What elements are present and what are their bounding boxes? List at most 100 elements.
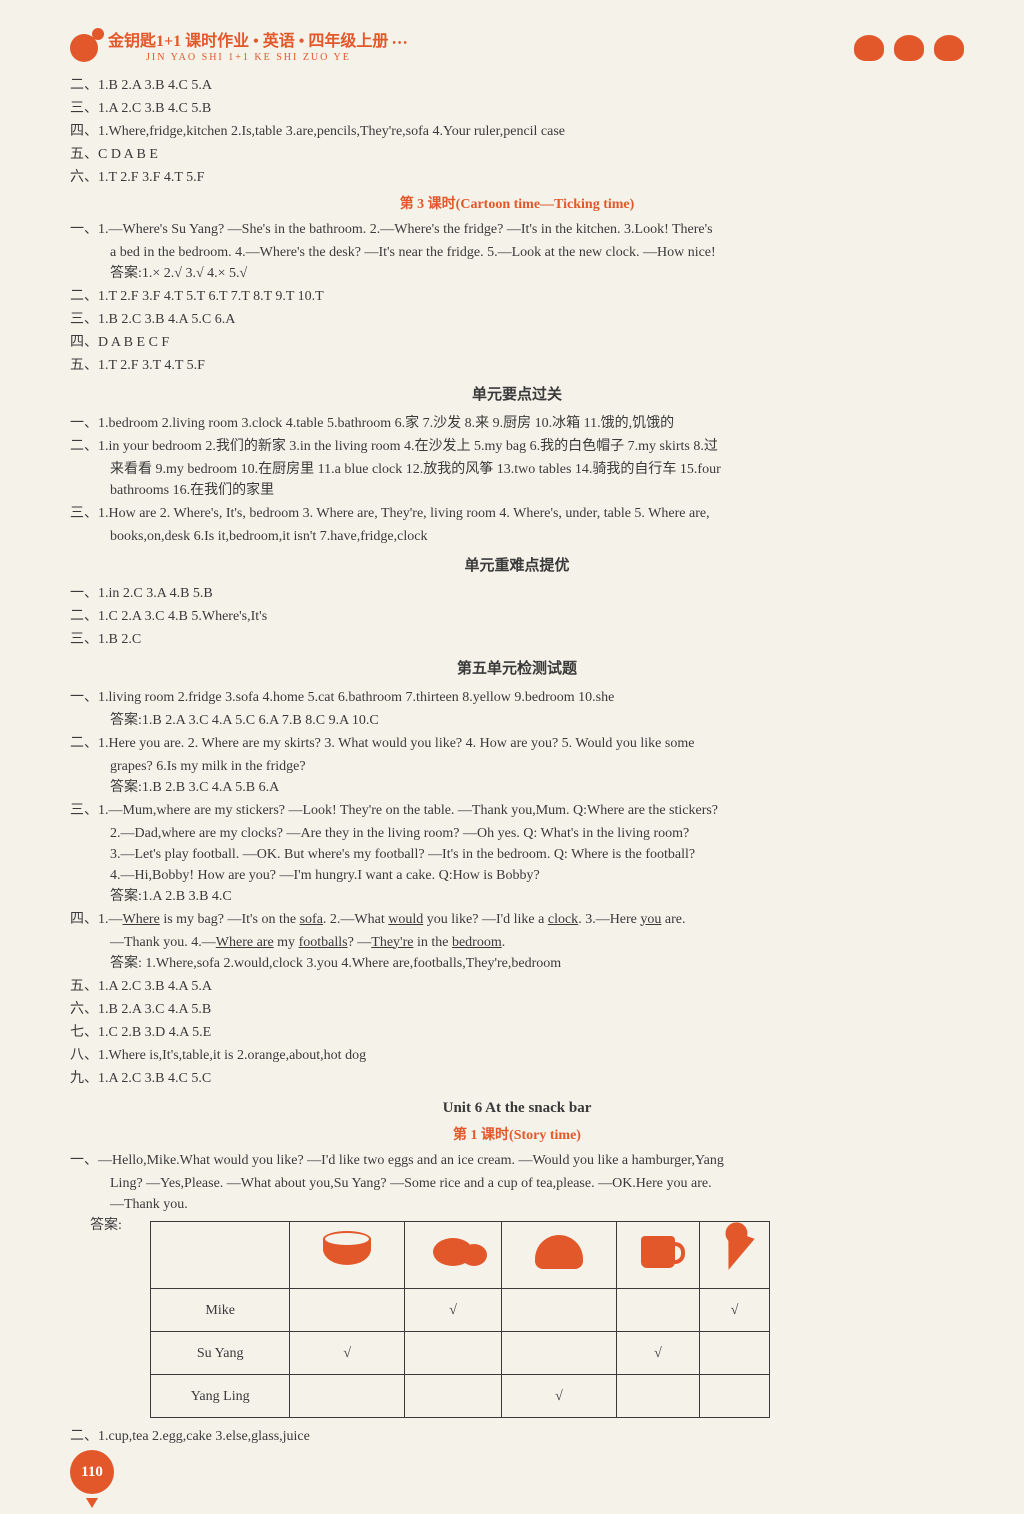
answer-line: 三、1.—Mum,where are my stickers? —Look! T… [70, 800, 964, 821]
underlined-word: would [388, 912, 423, 927]
answer-line: 一、—Hello,Mike.What would you like? —I'd … [70, 1150, 964, 1171]
table-cell: √ [700, 1289, 770, 1332]
page-number: 110 [81, 1461, 103, 1484]
table-cell-blank [151, 1222, 290, 1289]
answer-line: 二、1.in your bedroom 2.我们的新家 3.in the liv… [70, 436, 964, 457]
underlined-word: Where are [216, 935, 274, 950]
lesson-title: 第 1 课时(Story time) [70, 1125, 964, 1146]
eggs-icon [433, 1238, 473, 1266]
answer-line: 一、1.—Where's Su Yang? —She's in the bath… [70, 219, 964, 240]
header-characters [854, 35, 964, 61]
answer-label: 答案: [70, 1215, 150, 1236]
lesson-title: 第 3 课时(Cartoon time—Ticking time) [70, 194, 964, 215]
answer-line-cont: 答案:1.B 2.B 3.C 4.A 5.B 6.A [70, 777, 964, 798]
burger-icon [535, 1235, 583, 1269]
table-cell [290, 1289, 405, 1332]
answer-line: 三、1.B 2.C 3.B 4.A 5.C 6.A [70, 309, 964, 330]
section-title: 单元重难点提优 [70, 555, 964, 578]
dots-icon: ••• [392, 36, 409, 51]
answer-line-cont: —Thank you. 4.—Where are my footballs? —… [70, 932, 964, 953]
table-cell-name: Su Yang [151, 1332, 290, 1375]
underlined-word: bedroom [452, 935, 502, 950]
answer-line-cont: bathrooms 16.在我们的家里 [70, 480, 964, 501]
answer-line: 六、1.T 2.F 3.F 4.T 5.F [70, 167, 964, 188]
answer-line: 五、1.A 2.C 3.B 4.A 5.A [70, 976, 964, 997]
answer-line: 一、1.bedroom 2.living room 3.clock 4.tabl… [70, 413, 964, 434]
bowl-icon [323, 1239, 371, 1265]
text: ? — [348, 935, 372, 950]
underlined-word: Where [123, 912, 160, 927]
answer-line: 二、1.T 2.F 3.F 4.T 5.T 6.T 7.T 8.T 9.T 10… [70, 286, 964, 307]
answer-line-cont: a bed in the bedroom. 4.—Where's the des… [70, 242, 964, 263]
food-table: Mike √ √ Su Yang √ √ Yang Ling [150, 1221, 770, 1418]
answer-line: 三、1.A 2.C 3.B 4.C 5.B [70, 98, 964, 119]
answer-line: 四、1.Where,fridge,kitchen 2.Is,table 3.ar… [70, 121, 964, 142]
page-header: 金钥匙1+1 课时作业 • 英语 • 四年级上册 ••• JIN YAO SHI… [70, 30, 964, 65]
table-cell-image [502, 1222, 617, 1289]
table-cell: √ [502, 1375, 617, 1418]
table-cell [700, 1375, 770, 1418]
text: 四、1.— [70, 912, 123, 927]
answer-line-cont: 来看看 9.my bedroom 10.在厨房里 11.a blue clock… [70, 459, 964, 480]
table-cell [502, 1289, 617, 1332]
section-title: 第五单元检测试题 [70, 658, 964, 681]
table-cell: √ [290, 1332, 405, 1375]
cup-icon [641, 1236, 675, 1268]
table-cell: √ [616, 1332, 699, 1375]
answer-line: 七、1.C 2.B 3.D 4.A 5.E [70, 1022, 964, 1043]
table-cell [290, 1375, 405, 1418]
balloon-icon: 110 [70, 1450, 114, 1494]
character-icon [854, 35, 884, 61]
answer-line-cont: —Thank you. [70, 1194, 964, 1215]
underlined-word: you [640, 912, 661, 927]
table-row [151, 1222, 770, 1289]
table-cell [700, 1332, 770, 1375]
table-cell-name: Yang Ling [151, 1375, 290, 1418]
answer-line-cont: grapes? 6.Is my milk in the fridge? [70, 756, 964, 777]
icecream-icon [715, 1229, 754, 1274]
text: . 3.—Here [578, 912, 640, 927]
answer-line-cont: Ling? —Yes,Please. —What about you,Su Ya… [70, 1173, 964, 1194]
answer-line: 三、1.B 2.C [70, 629, 964, 650]
character-icon [894, 35, 924, 61]
answer-line: 五、1.T 2.F 3.T 4.T 5.F [70, 355, 964, 376]
text: are. [661, 912, 685, 927]
table-cell-name: Mike [151, 1289, 290, 1332]
answer-line: 二、1.C 2.A 3.C 4.B 5.Where's,It's [70, 606, 964, 627]
table-cell [405, 1332, 502, 1375]
text: you like? —I'd like a [423, 912, 548, 927]
answer-line-cont: 答案:1.A 2.B 3.B 4.C [70, 886, 964, 907]
answer-line-cont: 3.—Let's play football. —OK. But where's… [70, 844, 964, 865]
answer-line-cont: books,on,desk 6.Is it,bedroom,it isn't 7… [70, 526, 964, 547]
answer-line-cont: 答案:1.B 2.A 3.C 4.A 5.C 6.A 7.B 8.C 9.A 1… [70, 710, 964, 731]
table-cell-image [616, 1222, 699, 1289]
answer-line: 六、1.B 2.A 3.C 4.A 5.B [70, 999, 964, 1020]
character-icon [934, 35, 964, 61]
text: in the [413, 935, 452, 950]
answer-line-cont: 4.—Hi,Bobby! How are you? —I'm hungry.I … [70, 865, 964, 886]
table-cell [616, 1375, 699, 1418]
table-row: Mike √ √ [151, 1289, 770, 1332]
answer-line: 五、C D A B E [70, 144, 964, 165]
table-cell-image [290, 1222, 405, 1289]
table-row-wrapper: 答案: Mike √ √ [70, 1215, 964, 1424]
text: is my bag? —It's on the [160, 912, 300, 927]
table-cell: √ [405, 1289, 502, 1332]
underlined-word: clock [548, 912, 578, 927]
page-number-balloon: 110 [70, 1450, 114, 1494]
table-row: Su Yang √ √ [151, 1332, 770, 1375]
unit-title: Unit 6 At the snack bar [70, 1097, 964, 1120]
answer-line-cont: 答案: 1.Where,sofa 2.would,clock 3.you 4.W… [70, 953, 964, 974]
answer-line: 一、1.in 2.C 3.A 4.B 5.B [70, 583, 964, 604]
answer-line: 四、1.—Where is my bag? —It's on the sofa.… [70, 909, 964, 930]
answer-line-cont: 答案:1.× 2.√ 3.√ 4.× 5.√ [70, 263, 964, 284]
answer-line: 三、1.How are 2. Where's, It's, bedroom 3.… [70, 503, 964, 524]
text: . 2.—What [323, 912, 388, 927]
table-cell [405, 1375, 502, 1418]
content-body: 二、1.B 2.A 3.B 4.C 5.A 三、1.A 2.C 3.B 4.C … [70, 75, 964, 1447]
underlined-word: They're [371, 935, 413, 950]
workbook-page: 金钥匙1+1 课时作业 • 英语 • 四年级上册 ••• JIN YAO SHI… [0, 0, 1024, 1514]
table-cell [616, 1289, 699, 1332]
table-cell-image [405, 1222, 502, 1289]
section-title: 单元要点过关 [70, 384, 964, 407]
